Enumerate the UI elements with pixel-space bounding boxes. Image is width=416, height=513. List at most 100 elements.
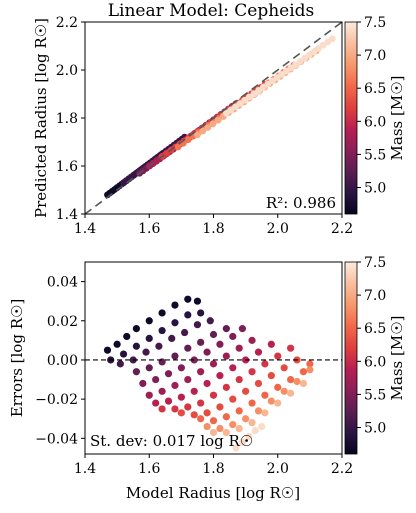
data-point bbox=[158, 309, 166, 317]
data-point bbox=[261, 360, 269, 368]
data-point bbox=[248, 368, 256, 376]
data-point bbox=[180, 328, 189, 337]
bottom-colorbar-gradient bbox=[344, 261, 358, 455]
data-point bbox=[145, 364, 153, 372]
x-tick-label: 1.6 bbox=[138, 461, 160, 477]
x-tick-label: 2.0 bbox=[267, 461, 289, 477]
data-point bbox=[235, 375, 243, 384]
data-point bbox=[123, 332, 131, 341]
data-point bbox=[197, 368, 205, 376]
y-tick-label: 0.02 bbox=[47, 314, 78, 330]
colorbar-tick-label: 7.5 bbox=[364, 15, 386, 31]
data-point bbox=[274, 352, 282, 360]
data-point bbox=[229, 395, 237, 403]
data-point bbox=[229, 421, 237, 429]
data-point bbox=[251, 426, 259, 435]
data-point bbox=[214, 116, 222, 124]
data-point bbox=[274, 399, 282, 407]
data-point bbox=[132, 342, 140, 350]
colorbar-tick-label: 6.5 bbox=[364, 321, 386, 337]
data-point bbox=[254, 379, 263, 388]
data-point bbox=[177, 364, 185, 372]
colorbar-tick-label: 5.0 bbox=[364, 421, 386, 437]
top-r2-annotation: R²: 0.986 bbox=[266, 194, 336, 212]
y-tick-label: −0.02 bbox=[35, 392, 78, 408]
data-point bbox=[222, 383, 230, 391]
data-point bbox=[177, 409, 185, 417]
bottom-plot-frame bbox=[84, 261, 343, 455]
data-point bbox=[194, 131, 201, 139]
data-point bbox=[190, 387, 198, 395]
data-point bbox=[184, 136, 192, 144]
y-tick-label: 0.00 bbox=[47, 353, 78, 369]
data-point bbox=[306, 360, 314, 368]
colorbar-tick-label: 6.0 bbox=[364, 114, 386, 130]
x-tick-label: 1.8 bbox=[202, 221, 224, 237]
data-point bbox=[267, 372, 275, 380]
data-point bbox=[254, 407, 263, 415]
data-point bbox=[216, 403, 224, 411]
y-tick-label: 2.0 bbox=[56, 63, 78, 79]
top-y-axis-label: Predicted Radius [log R☉] bbox=[32, 18, 50, 218]
data-point bbox=[171, 319, 179, 327]
data-point bbox=[229, 364, 237, 372]
data-point bbox=[103, 346, 112, 354]
data-point bbox=[306, 366, 314, 374]
data-point bbox=[164, 397, 173, 405]
data-point bbox=[132, 325, 140, 333]
bottom-y-ticks: −0.04 −0.02 0.00 0.02 0.04 bbox=[35, 275, 85, 447]
colorbar-tick-label: 7.0 bbox=[364, 288, 386, 304]
data-point bbox=[113, 340, 121, 348]
data-point bbox=[209, 428, 218, 437]
y-tick-label: 1.4 bbox=[56, 207, 78, 223]
bottom-colorbar-ticks: 5.0 5.5 6.0 6.5 7.0 7.5 bbox=[357, 255, 386, 437]
y-tick-label: −0.04 bbox=[35, 431, 78, 447]
data-point bbox=[235, 407, 243, 415]
data-point bbox=[206, 317, 214, 325]
data-point bbox=[287, 344, 295, 352]
x-tick-label: 1.6 bbox=[138, 221, 160, 237]
data-point bbox=[222, 352, 230, 360]
data-point bbox=[152, 375, 160, 384]
data-point bbox=[158, 326, 166, 335]
data-point bbox=[190, 411, 198, 419]
colorbar-tick-label: 6.0 bbox=[364, 354, 386, 370]
x-tick-label: 1.4 bbox=[74, 461, 96, 477]
data-point bbox=[238, 438, 247, 446]
data-point bbox=[242, 415, 250, 423]
data-point bbox=[261, 409, 269, 417]
data-point bbox=[193, 321, 202, 329]
x-tick-label: 1.8 bbox=[202, 461, 224, 477]
top-panel: Linear Model: Cepheids 1.4 1.6 1.8 2.0 2.2 1… bbox=[32, 1, 406, 237]
data-point bbox=[209, 360, 218, 368]
data-point bbox=[119, 350, 128, 358]
data-point bbox=[197, 309, 205, 317]
data-point bbox=[274, 383, 282, 391]
y-tick-label: 1.6 bbox=[56, 159, 78, 175]
data-point bbox=[248, 419, 256, 427]
bottom-y-axis-label: Errors [log R☉] bbox=[8, 299, 26, 418]
colorbar-tick-label: 7.5 bbox=[364, 255, 386, 271]
data-point bbox=[238, 325, 247, 333]
data-point bbox=[299, 379, 308, 388]
data-point bbox=[267, 340, 275, 348]
data-point bbox=[168, 334, 176, 343]
data-point bbox=[235, 424, 243, 433]
y-tick-label: 1.8 bbox=[56, 111, 78, 127]
data-point bbox=[248, 336, 256, 344]
data-point bbox=[242, 387, 250, 395]
data-point bbox=[216, 340, 224, 348]
data-point bbox=[222, 428, 230, 437]
top-identity-line bbox=[84, 21, 343, 215]
data-point bbox=[280, 387, 288, 395]
x-tick-label: 1.4 bbox=[74, 221, 96, 237]
data-point bbox=[171, 352, 179, 360]
data-point bbox=[299, 368, 308, 376]
data-point bbox=[287, 389, 295, 397]
data-point bbox=[152, 399, 160, 407]
colorbar-tick-label: 5.5 bbox=[364, 147, 386, 163]
data-point bbox=[142, 348, 150, 356]
data-point bbox=[203, 422, 211, 431]
data-point bbox=[190, 356, 198, 364]
data-point bbox=[222, 325, 230, 333]
